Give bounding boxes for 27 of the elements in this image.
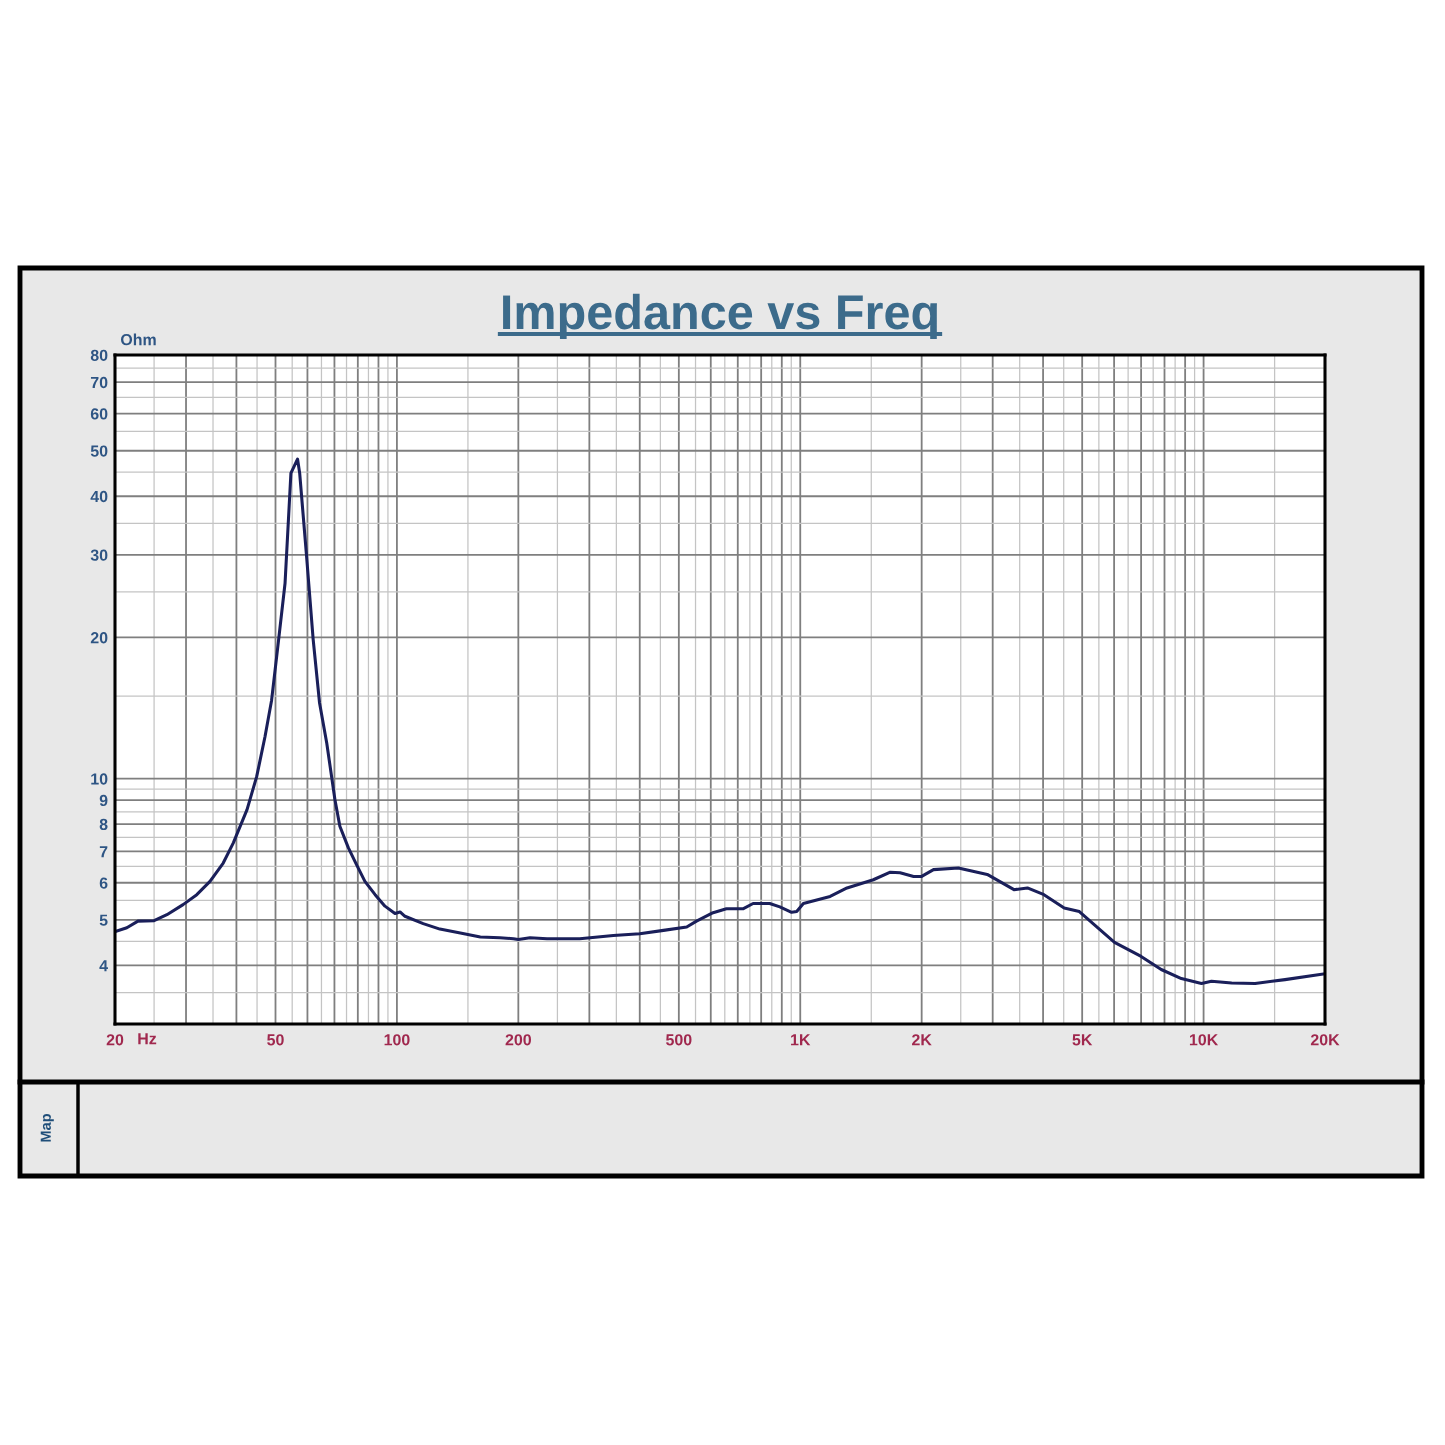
- y-tick-label: 10: [91, 773, 108, 785]
- text: Map: [40, 1114, 54, 1142]
- y-tick-label: 7: [99, 846, 108, 858]
- x-axis-title: Hz: [138, 1033, 157, 1045]
- x-tick-label: 50: [267, 1034, 284, 1046]
- y-tick-label: 80: [90, 349, 108, 361]
- y-tick-label: 9: [99, 794, 108, 807]
- y-axis-title: Ohm: [120, 333, 156, 346]
- x-tick-label: 2K: [912, 1034, 932, 1046]
- x-tick-label: 500: [666, 1034, 692, 1046]
- y-tick-label: 20: [90, 632, 108, 644]
- y-tick-label: 6: [99, 877, 108, 889]
- y-tick-label: 50: [90, 445, 108, 457]
- y-tick-label: 60: [90, 408, 108, 420]
- y-tick-label: 40: [90, 490, 108, 503]
- x-tick-label: 1K: [791, 1034, 811, 1046]
- y-tick-label: 4: [99, 960, 108, 972]
- y-tick-label: 30: [90, 549, 108, 561]
- x-tick-label: 5K: [1072, 1034, 1093, 1046]
- y-tick-label: 5: [99, 914, 108, 926]
- y-tick-label: 70: [90, 376, 108, 389]
- chart-title: Impedance vs Freq: [503, 293, 937, 340]
- x-tick-label: 100: [384, 1034, 410, 1046]
- x-tick-label: 10K: [1189, 1034, 1219, 1046]
- y-tick-label: 8: [99, 818, 108, 831]
- x-tick-label: 200: [505, 1034, 531, 1046]
- x-tick-label: 20K: [1310, 1034, 1340, 1046]
